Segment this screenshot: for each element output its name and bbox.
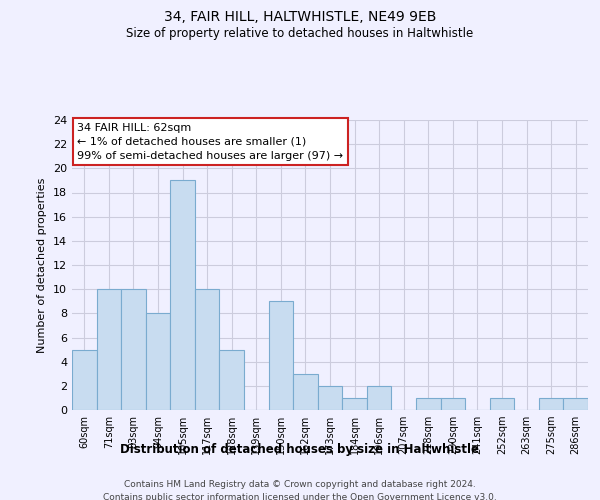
Y-axis label: Number of detached properties: Number of detached properties — [37, 178, 47, 352]
Bar — [72, 350, 97, 410]
Bar — [121, 289, 146, 410]
Text: 34, FAIR HILL, HALTWHISTLE, NE49 9EB: 34, FAIR HILL, HALTWHISTLE, NE49 9EB — [164, 10, 436, 24]
Bar — [342, 398, 367, 410]
Bar — [170, 180, 195, 410]
Text: Distribution of detached houses by size in Haltwhistle: Distribution of detached houses by size … — [121, 442, 479, 456]
Bar — [416, 398, 440, 410]
Bar — [146, 314, 170, 410]
Bar — [97, 289, 121, 410]
Text: 34 FAIR HILL: 62sqm
← 1% of detached houses are smaller (1)
99% of semi-detached: 34 FAIR HILL: 62sqm ← 1% of detached hou… — [77, 123, 343, 161]
Bar — [195, 289, 220, 410]
Bar — [539, 398, 563, 410]
Bar — [220, 350, 244, 410]
Text: Contains HM Land Registry data © Crown copyright and database right 2024.
Contai: Contains HM Land Registry data © Crown c… — [103, 480, 497, 500]
Bar — [440, 398, 465, 410]
Text: Size of property relative to detached houses in Haltwhistle: Size of property relative to detached ho… — [127, 28, 473, 40]
Bar — [490, 398, 514, 410]
Bar — [269, 301, 293, 410]
Bar — [563, 398, 588, 410]
Bar — [293, 374, 318, 410]
Bar — [318, 386, 342, 410]
Bar — [367, 386, 391, 410]
